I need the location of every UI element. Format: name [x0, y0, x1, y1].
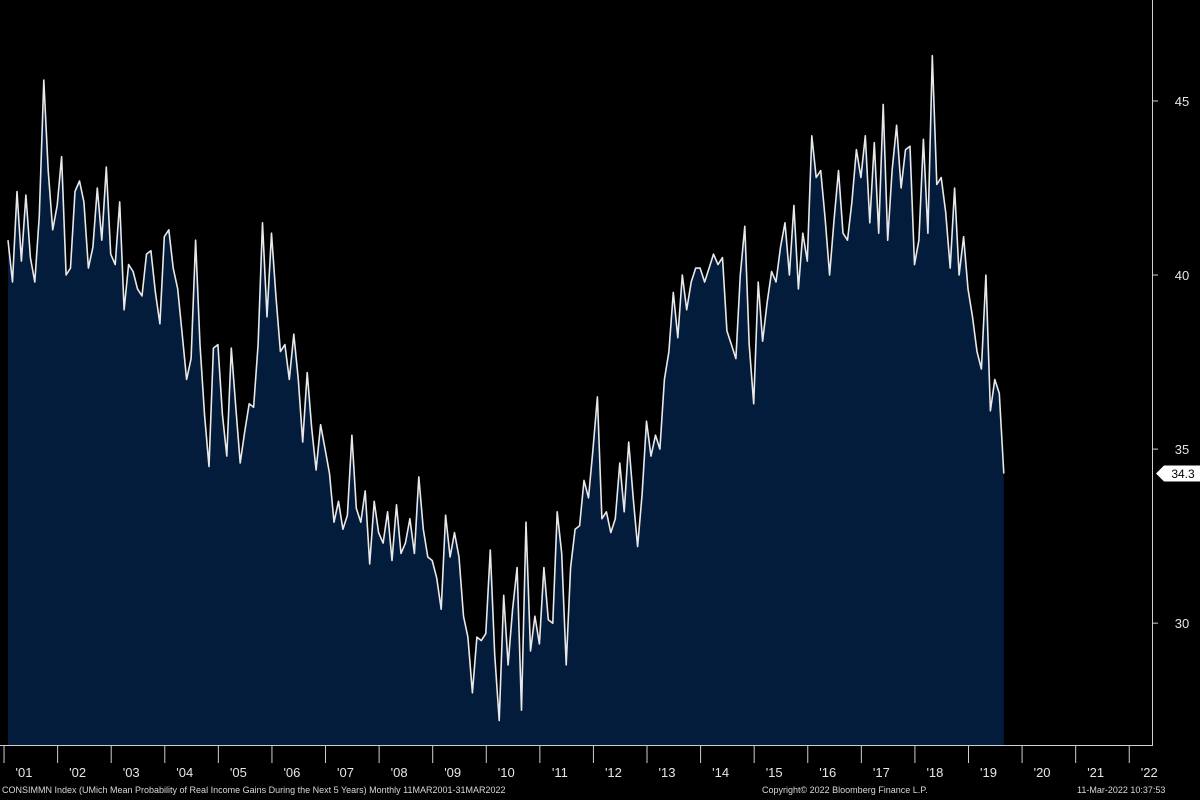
footer-description: CONSIMMN Index (UMich Mean Probability o… — [2, 785, 506, 795]
footer-timestamp: 11-Mar-2022 10:37:53 — [1077, 785, 1166, 795]
series-area — [8, 55, 1004, 745]
y-tick-label: 35 — [1175, 442, 1189, 457]
y-axis: 30 35 40 45 — [1152, 0, 1189, 745]
x-tick-label: '13 — [659, 765, 676, 780]
x-tick-label: '17 — [873, 765, 890, 780]
last-value-marker: 34.3 — [1156, 465, 1200, 482]
series-line-layer — [7, 54, 1005, 722]
series-area-layer — [8, 55, 1004, 745]
last-value-label: 34.3 — [1171, 467, 1195, 481]
x-tick-label: '06 — [283, 765, 300, 780]
last-value-box — [1156, 465, 1200, 482]
x-tick-label: '09 — [444, 765, 461, 780]
x-tick-label: '02 — [69, 765, 86, 780]
x-axis: '01 '02 '03 '04 '05 '06 '07 '08 '09 '10 '11 '12 '13 '… — [0, 745, 1158, 780]
y-tick-label: 40 — [1175, 268, 1189, 283]
x-tick-label: '16 — [819, 765, 836, 780]
x-tick-label: '08 — [391, 765, 408, 780]
x-tick-label: '21 — [1087, 765, 1104, 780]
x-tick-label: '20 — [1034, 765, 1051, 780]
y-tick-label: 30 — [1175, 616, 1189, 631]
x-tick-label: '14 — [712, 765, 729, 780]
x-tick-label: '12 — [605, 765, 622, 780]
x-tick-label: '18 — [926, 765, 943, 780]
x-tick-label: '03 — [123, 765, 140, 780]
x-tick-label: '05 — [230, 765, 247, 780]
x-tick-label: '15 — [766, 765, 783, 780]
x-tick-label: '04 — [176, 765, 193, 780]
x-tick-label: '10 — [498, 765, 515, 780]
series-line — [7, 54, 1005, 722]
footer-copyright: Copyright© 2022 Bloomberg Finance L.P. — [762, 785, 928, 795]
x-tick-label: '01 — [16, 765, 33, 780]
x-tick-label: '07 — [337, 765, 354, 780]
x-tick-label: '11 — [552, 765, 568, 780]
footer-bar: CONSIMMN Index (UMich Mean Probability o… — [0, 783, 1200, 800]
x-tick-label: '19 — [980, 765, 997, 780]
y-tick-label: 45 — [1175, 94, 1189, 109]
x-tick-label: '22 — [1141, 765, 1158, 780]
